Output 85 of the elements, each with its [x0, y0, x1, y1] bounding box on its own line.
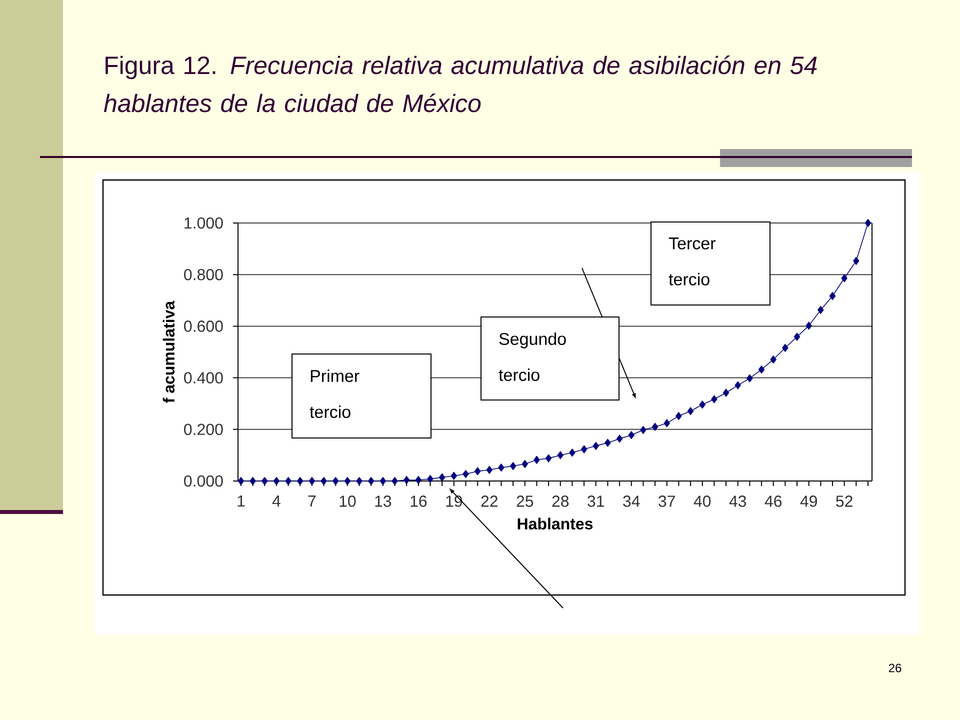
- point: [427, 474, 434, 483]
- point: [297, 477, 304, 486]
- point: [262, 477, 268, 486]
- point: [711, 395, 718, 404]
- point: [628, 431, 634, 440]
- point: [806, 322, 812, 330]
- point: [841, 274, 848, 282]
- point: [604, 438, 611, 447]
- x-tick-label: 13: [375, 496, 392, 507]
- point: [864, 219, 872, 228]
- point: [273, 477, 280, 486]
- x-tick-label: 28: [552, 496, 569, 507]
- x-tick-label: 22: [481, 496, 498, 507]
- annotation: Segundo tercio: [498, 332, 566, 382]
- point: [392, 477, 398, 486]
- point: [308, 477, 316, 486]
- point: [664, 419, 670, 428]
- point: [250, 477, 256, 486]
- point: [734, 381, 741, 390]
- text: Tercer tercio: [668, 238, 716, 286]
- x-tick-label: 40: [694, 496, 711, 507]
- x-axis-title: Hablantes: [518, 518, 593, 530]
- point: [462, 470, 469, 478]
- point: [782, 344, 788, 352]
- point: [580, 445, 588, 454]
- point: [569, 448, 576, 457]
- point: [545, 454, 552, 462]
- y-tick-label: 0.800: [184, 268, 223, 280]
- x-tick-label: 34: [623, 496, 640, 507]
- point: [344, 477, 351, 486]
- y-tick-label: 0.000: [184, 475, 223, 487]
- x-tick-label: 7: [308, 496, 316, 507]
- point: [557, 451, 564, 460]
- x-tick-label: 37: [658, 496, 675, 507]
- y-tick-label: 0.600: [184, 320, 223, 332]
- point: [510, 462, 516, 470]
- point: [699, 400, 706, 409]
- x-tick-label: 49: [800, 496, 817, 507]
- point: [676, 412, 682, 420]
- point: [238, 477, 244, 486]
- point: [652, 422, 658, 431]
- point: [486, 466, 493, 474]
- x-tick-label: 10: [340, 496, 356, 507]
- point: [438, 473, 446, 482]
- point: [616, 434, 623, 443]
- point: [534, 456, 540, 464]
- point: [285, 477, 292, 486]
- point: [403, 476, 410, 484]
- x-tick-label: 43: [729, 496, 746, 507]
- x-tick-label: 19: [446, 496, 462, 507]
- x-tick-label: 4: [272, 496, 280, 507]
- point: [746, 374, 753, 382]
- x-tick-label: 52: [836, 496, 852, 507]
- x-tick-label: 46: [764, 496, 782, 507]
- x-tick-label: 25: [516, 496, 534, 507]
- point: [794, 332, 800, 341]
- point: [640, 426, 646, 434]
- chart-title: Figura 12. Frecuencia relativa acumulativa de asibilación en 54 hablantes de la ciudad de México: [104, 56, 817, 112]
- x-tick-label: 1: [238, 496, 245, 507]
- point: [320, 477, 327, 486]
- y-axis-title: f acumulativa: [162, 300, 175, 403]
- text: 26: [888, 664, 902, 672]
- x-tick-label: 31: [588, 496, 604, 507]
- point: [770, 355, 776, 364]
- point: [474, 467, 481, 476]
- text: Primer tercio: [310, 370, 360, 418]
- y-tick-label: 0.200: [184, 424, 223, 436]
- point: [498, 464, 504, 472]
- point: [818, 306, 824, 314]
- point: [415, 476, 422, 484]
- point: [687, 407, 694, 416]
- point: [368, 477, 374, 486]
- point: [758, 366, 765, 374]
- point: [356, 477, 362, 486]
- y-tick-label: 1.000: [184, 217, 223, 229]
- point: [592, 442, 599, 450]
- point: [332, 477, 339, 486]
- point: [522, 460, 528, 468]
- point: [829, 292, 836, 300]
- point: [853, 256, 860, 265]
- point: [450, 472, 458, 480]
- x-tick-label: 16: [410, 496, 427, 507]
- point: [722, 388, 730, 397]
- point: [380, 477, 386, 486]
- y-tick-label: 0.400: [184, 372, 223, 384]
